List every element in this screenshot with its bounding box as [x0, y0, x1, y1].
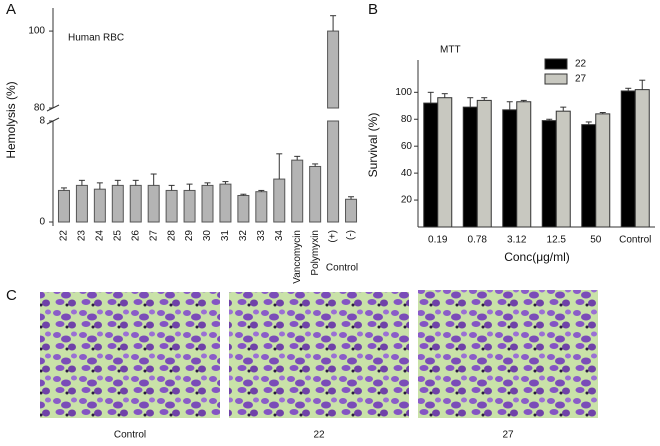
x-axis-label: Conc(μg/ml)	[504, 250, 570, 264]
image-caption: Control	[114, 430, 146, 441]
bar	[219, 183, 232, 223]
bar	[183, 189, 196, 223]
annotation: Human RBC	[68, 33, 124, 44]
x-tick-label: 30	[202, 230, 213, 242]
bar	[165, 189, 178, 223]
x-tick-label: Polymyxin	[310, 230, 321, 276]
y-tick-label: 100	[28, 26, 45, 37]
bar	[147, 184, 160, 223]
x-tick-label: 25	[112, 230, 123, 242]
bar	[129, 184, 142, 223]
bar	[93, 188, 106, 223]
micrograph	[418, 290, 598, 418]
y-tick-label: 60	[401, 141, 413, 152]
x-tick-label: 28	[166, 230, 177, 242]
x-tick-label: 23	[77, 230, 88, 242]
bar	[345, 198, 358, 223]
bar	[57, 189, 70, 223]
y-axis-label: Survival (%)	[366, 113, 380, 178]
y-tick-label: 8	[39, 116, 45, 127]
panel-label: B	[368, 1, 378, 18]
bar	[555, 110, 571, 228]
x-tick-label: 0.19	[428, 235, 448, 246]
bar	[237, 194, 250, 223]
bar	[327, 120, 340, 223]
bar	[502, 109, 518, 228]
bar	[273, 178, 286, 223]
bar	[75, 184, 88, 223]
legend-label: 22	[575, 59, 587, 70]
x-group-label: Control	[326, 263, 358, 274]
x-tick-label: 32	[238, 230, 249, 242]
x-tick-label: 22	[59, 230, 70, 242]
bar	[462, 106, 478, 228]
x-tick-label: 0.78	[468, 235, 488, 246]
panel-label: C	[6, 287, 17, 304]
legend-label: 27	[575, 74, 587, 85]
y-tick-label: 80	[34, 103, 46, 114]
x-tick-label: 24	[94, 230, 105, 242]
chart-title: MTT	[440, 45, 461, 56]
panel-label: A	[6, 1, 16, 18]
bar	[476, 99, 492, 228]
bar	[327, 30, 340, 109]
x-tick-label: Vancomycin	[292, 230, 303, 284]
x-tick-label: 26	[130, 230, 141, 242]
bar	[581, 124, 597, 228]
bar	[541, 120, 557, 228]
legend-swatch	[544, 58, 568, 70]
x-tick-label: 33	[256, 230, 267, 242]
y-axis-label: Hemolysis (%)	[4, 81, 18, 158]
image-caption: 22	[313, 430, 325, 441]
x-tick-label: 12.5	[547, 235, 567, 246]
y-tick-label: 20	[401, 195, 413, 206]
bar	[423, 102, 439, 228]
micrograph	[40, 292, 220, 418]
y-tick-label: 40	[401, 168, 413, 179]
x-tick-label: 50	[590, 235, 602, 246]
legend-swatch	[544, 73, 568, 85]
bar	[201, 184, 214, 223]
bar	[595, 113, 611, 228]
bar	[255, 191, 268, 223]
y-tick-label: 0	[39, 217, 45, 228]
y-tick-label: 100	[395, 87, 412, 98]
y-tick-label: 80	[401, 114, 413, 125]
x-tick-label: 27	[148, 230, 159, 242]
bar	[437, 97, 453, 228]
bar	[516, 101, 532, 228]
x-tick-label: 29	[184, 230, 195, 242]
bar	[634, 89, 650, 228]
x-tick-label: 34	[274, 230, 285, 242]
x-tick-label: Control	[619, 235, 651, 246]
bar	[291, 159, 304, 223]
x-tick-label: 3.12	[507, 235, 527, 246]
x-tick-label: (-)	[346, 230, 357, 240]
x-tick-label: (+)	[328, 230, 339, 243]
bar	[309, 165, 322, 223]
image-caption: 27	[502, 430, 514, 441]
x-tick-label: 31	[220, 230, 231, 242]
micrograph	[229, 292, 409, 418]
bar	[620, 90, 636, 228]
bar	[111, 184, 124, 223]
